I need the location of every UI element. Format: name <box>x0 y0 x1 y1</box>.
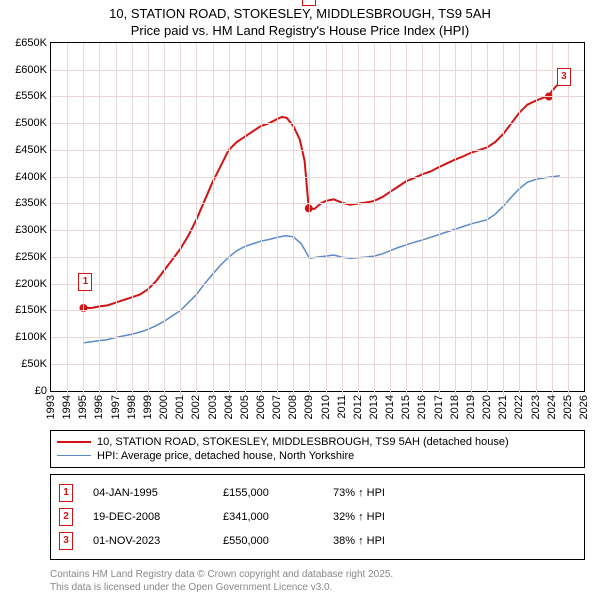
callout-date-3: 01-NOV-2023 <box>93 535 203 547</box>
x-tick-label: 2008 <box>287 395 299 419</box>
x-tick-label: 1998 <box>126 395 138 419</box>
x-tick-label: 2022 <box>513 395 525 419</box>
x-tick-label: 2011 <box>336 395 348 419</box>
title-block: 10, STATION ROAD, STOKESLEY, MIDDLESBROU… <box>0 0 600 42</box>
x-tick-label: 2003 <box>207 395 219 419</box>
series-line-price_paid <box>83 83 559 308</box>
x-tick-label: 2025 <box>562 395 574 419</box>
marker-box-2: 2 <box>302 0 316 6</box>
callout-date-2: 19-DEC-2008 <box>93 511 203 523</box>
marker-box-1: 1 <box>78 273 92 291</box>
title-line-1: 10, STATION ROAD, STOKESLEY, MIDDLESBROU… <box>0 6 600 23</box>
callout-marker-3: 3 <box>59 532 73 550</box>
callout-row-3: 3 01-NOV-2023 £550,000 38% ↑ HPI <box>59 529 576 553</box>
x-tick-label: 1996 <box>93 395 105 419</box>
y-tick-label: £500K <box>15 117 47 129</box>
x-tick-label: 2005 <box>239 395 251 419</box>
x-tick-label: 1995 <box>77 395 89 419</box>
footer-line-2: This data is licensed under the Open Gov… <box>50 581 585 594</box>
x-tick-label: 2021 <box>497 395 509 419</box>
x-tick-label: 2007 <box>271 395 283 419</box>
x-tick-label: 2006 <box>255 395 267 419</box>
callout-price-1: £155,000 <box>223 487 313 499</box>
callout-pct-3: 38% ↑ HPI <box>333 535 385 547</box>
callout-pct-1: 73% ↑ HPI <box>333 487 385 499</box>
footer-line-1: Contains HM Land Registry data © Crown c… <box>50 568 585 581</box>
x-tick-label: 2023 <box>530 395 542 419</box>
legend-label-price-paid: 10, STATION ROAD, STOKESLEY, MIDDLESBROU… <box>97 436 509 448</box>
x-tick-label: 1993 <box>45 395 57 419</box>
y-tick-label: £300K <box>15 224 47 236</box>
callout-row-1: 1 04-JAN-1995 £155,000 73% ↑ HPI <box>59 481 576 505</box>
x-tick-label: 2002 <box>190 395 202 419</box>
y-tick-label: £50K <box>21 358 47 370</box>
chart-plot-area: £0£50K£100K£150K£200K£250K£300K£350K£400… <box>50 42 585 392</box>
legend-box: 10, STATION ROAD, STOKESLEY, MIDDLESBROU… <box>50 430 585 468</box>
callout-date-1: 04-JAN-1995 <box>93 487 203 499</box>
y-tick-label: £400K <box>15 171 47 183</box>
x-tick-label: 2020 <box>481 395 493 419</box>
x-tick-label: 2010 <box>320 395 332 419</box>
chart-container: 10, STATION ROAD, STOKESLEY, MIDDLESBROU… <box>0 0 600 590</box>
x-tick-label: 2013 <box>368 395 380 419</box>
x-tick-label: 2024 <box>546 395 558 419</box>
x-tick-label: 2026 <box>578 395 590 419</box>
y-tick-label: £550K <box>15 90 47 102</box>
y-tick-label: £100K <box>15 331 47 343</box>
callout-row-2: 2 19-DEC-2008 £341,000 32% ↑ HPI <box>59 505 576 529</box>
legend-row-hpi: HPI: Average price, detached house, Nort… <box>57 449 578 463</box>
legend-row-price-paid: 10, STATION ROAD, STOKESLEY, MIDDLESBROU… <box>57 435 578 449</box>
x-tick-label: 1999 <box>142 395 154 419</box>
x-tick-label: 2009 <box>303 395 315 419</box>
y-tick-label: £200K <box>15 278 47 290</box>
series-line-hpi <box>83 176 559 343</box>
x-tick-label: 2019 <box>465 395 477 419</box>
x-tick-label: 2012 <box>352 395 364 419</box>
x-tick-label: 2001 <box>174 395 186 419</box>
callout-price-2: £341,000 <box>223 511 313 523</box>
x-tick-label: 2015 <box>400 395 412 419</box>
y-tick-label: £250K <box>15 251 47 263</box>
x-tick-label: 2017 <box>433 395 445 419</box>
x-tick-label: 2000 <box>158 395 170 419</box>
callout-marker-1: 1 <box>59 484 73 502</box>
legend-swatch-hpi <box>57 455 91 456</box>
x-tick-label: 1997 <box>110 395 122 419</box>
x-tick-label: 2016 <box>416 395 428 419</box>
callout-box: 1 04-JAN-1995 £155,000 73% ↑ HPI 2 19-DE… <box>50 474 585 560</box>
title-line-2: Price paid vs. HM Land Registry's House … <box>0 23 600 40</box>
x-tick-label: 2004 <box>223 395 235 419</box>
x-tick-label: 2014 <box>384 395 396 419</box>
y-tick-label: £600K <box>15 64 47 76</box>
y-tick-label: £650K <box>15 37 47 49</box>
legend-swatch-price-paid <box>57 441 91 443</box>
marker-box-3: 3 <box>557 68 571 86</box>
y-tick-label: £350K <box>15 197 47 209</box>
y-tick-label: £150K <box>15 304 47 316</box>
callout-price-3: £550,000 <box>223 535 313 547</box>
callout-pct-2: 32% ↑ HPI <box>333 511 385 523</box>
callout-marker-2: 2 <box>59 508 73 526</box>
y-tick-label: £450K <box>15 144 47 156</box>
legend-label-hpi: HPI: Average price, detached house, Nort… <box>97 450 354 462</box>
x-tick-label: 1994 <box>61 395 73 419</box>
x-tick-label: 2018 <box>449 395 461 419</box>
